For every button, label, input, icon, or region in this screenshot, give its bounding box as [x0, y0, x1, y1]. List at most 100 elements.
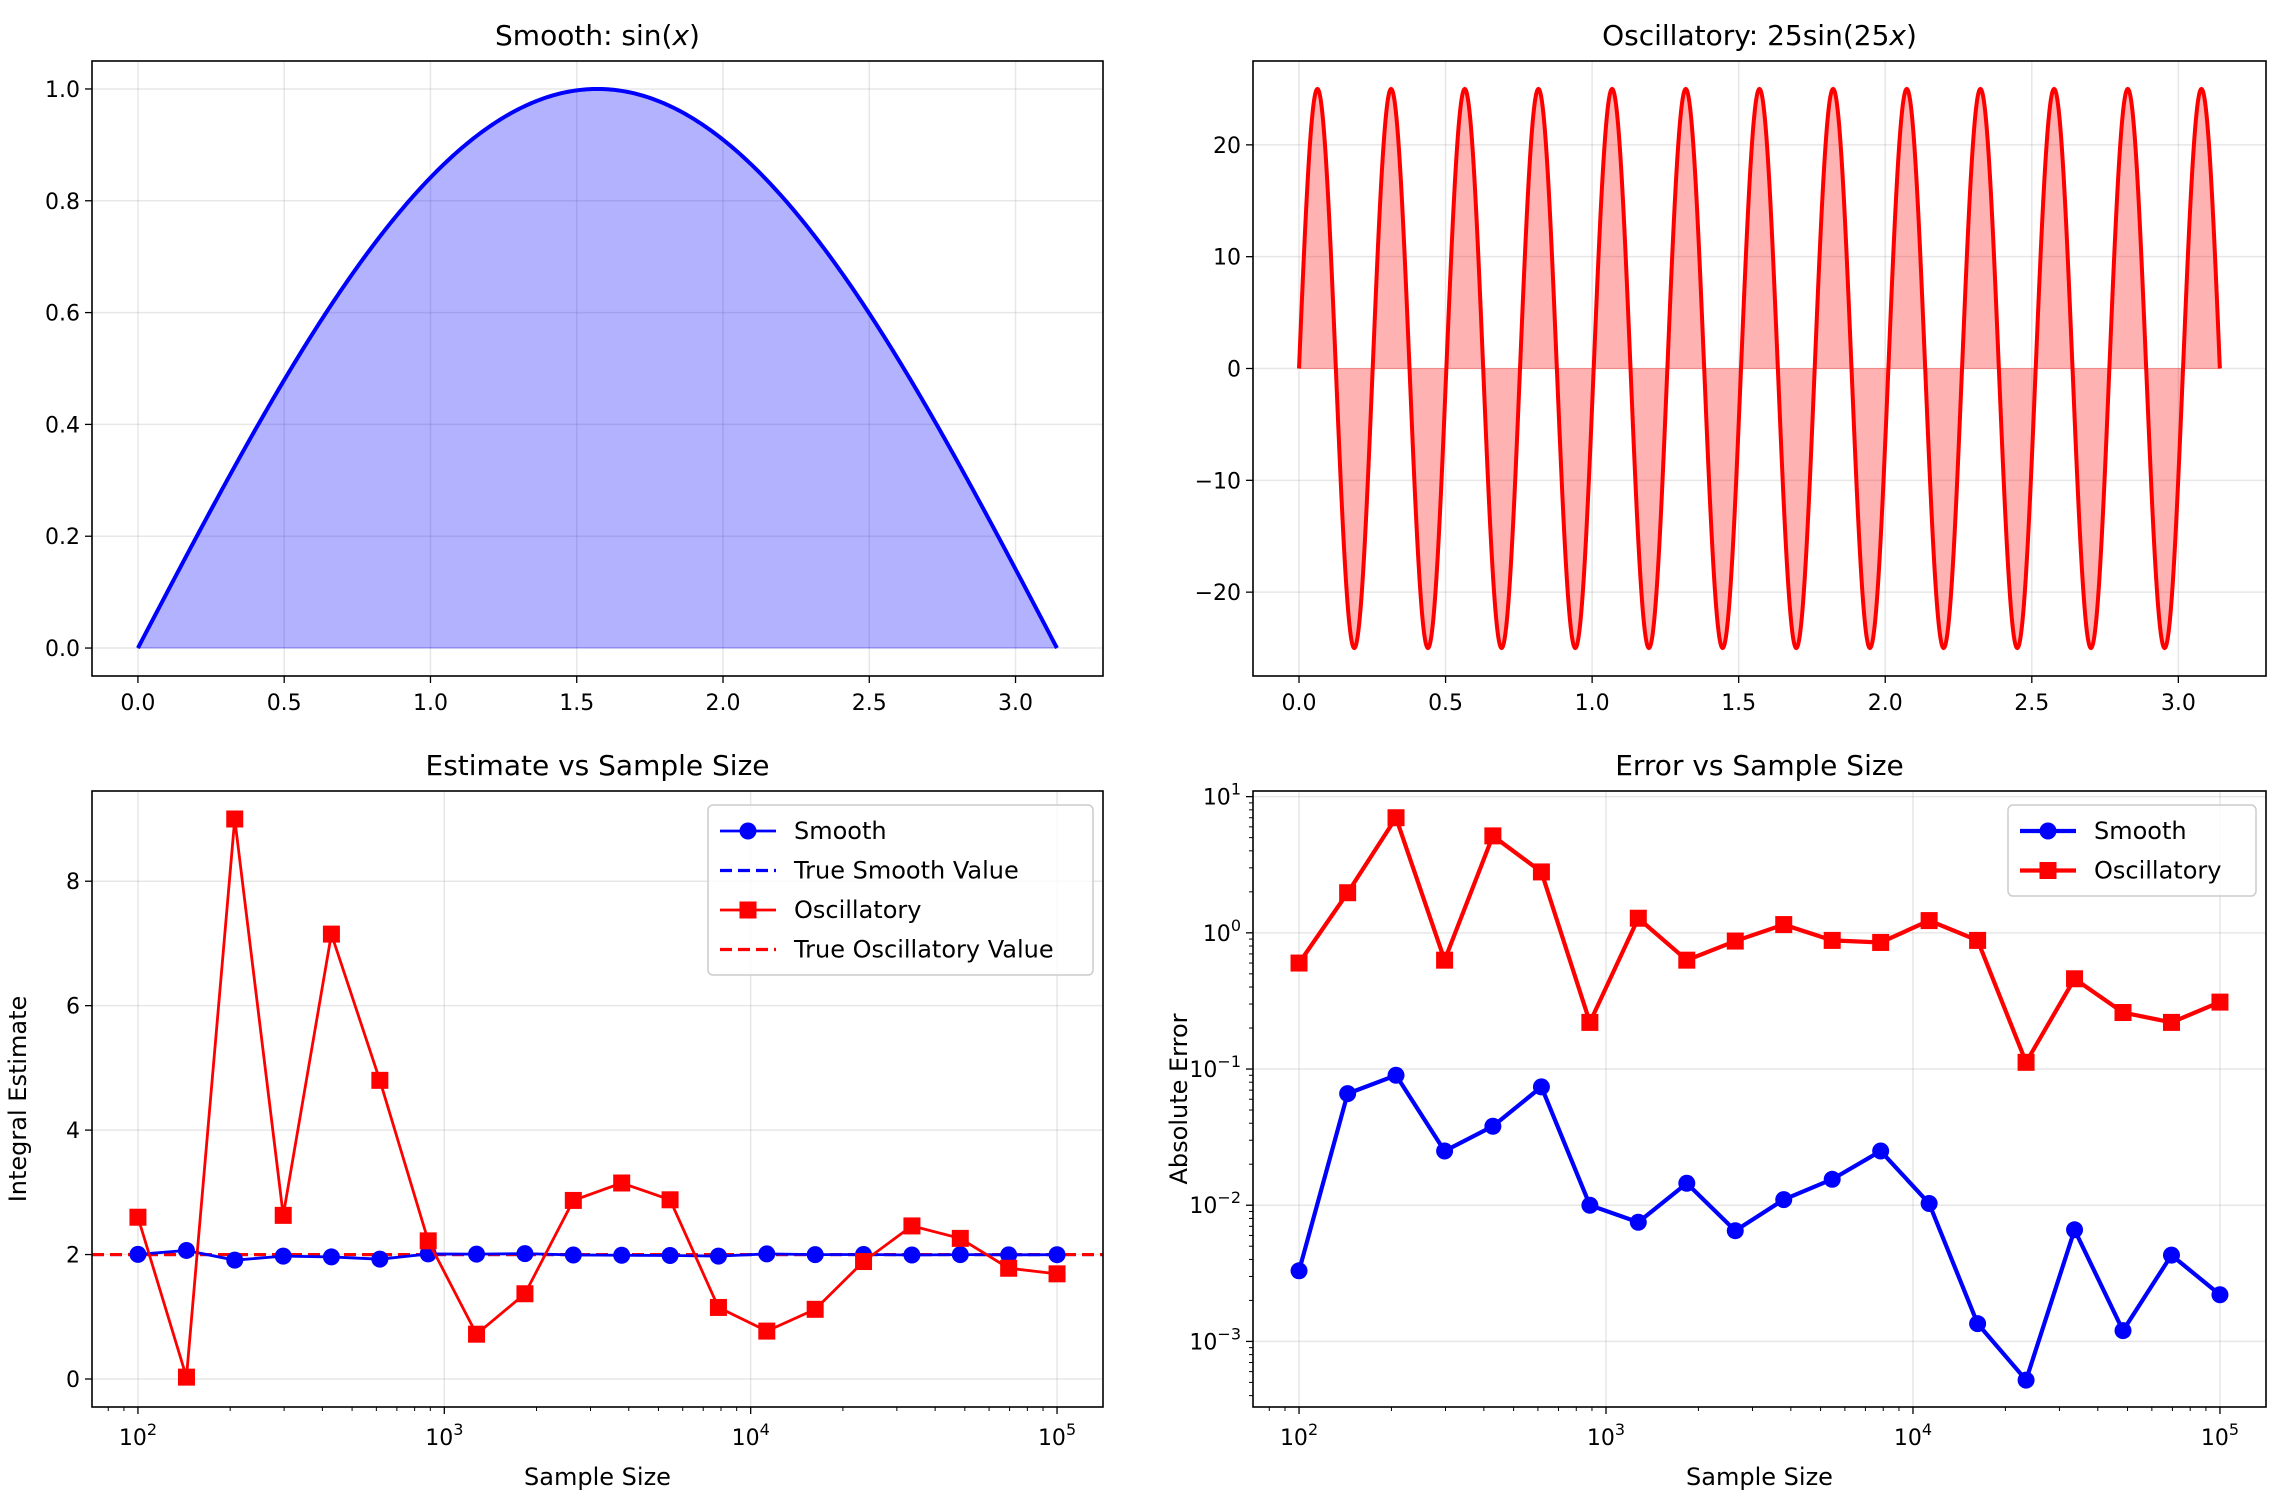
data-point-smooth: [806, 1246, 824, 1264]
data-point-oscillatory: [1969, 931, 1987, 949]
y-tick-label: 0.0: [45, 637, 80, 662]
x-tick-label: 0.5: [1428, 691, 1463, 716]
data-point-smooth: [1726, 1222, 1744, 1240]
y-tick-label: 0.4: [45, 413, 80, 438]
data-point-oscillatory: [371, 1071, 389, 1089]
y-tick-label: −10: [1195, 469, 1241, 494]
data-point-smooth: [177, 1241, 195, 1259]
x-tick-label: 104: [1894, 1420, 1932, 1451]
panel-oscillatory-function: 0.0 0.5 1.0 1.5 2.0 2.5 3.0 −20 −10 0 10 20 Oscillat…: [1195, 19, 2267, 716]
data-point-smooth: [1290, 1262, 1308, 1280]
data-point-oscillatory: [564, 1191, 582, 1209]
data-point-smooth: [758, 1245, 776, 1263]
data-point-oscillatory: [2162, 1013, 2180, 1031]
x-tick-label: 103: [425, 1420, 463, 1451]
data-point-smooth: [661, 1247, 679, 1265]
legend-label: True Oscillatory Value: [793, 936, 1054, 964]
legend-item: True Oscillatory Value: [720, 936, 1054, 964]
x-tick-label: 1.0: [1575, 691, 1610, 716]
data-point-oscillatory: [758, 1322, 776, 1340]
data-point-smooth: [951, 1246, 969, 1264]
legend-box: [2007, 804, 2257, 897]
legend-label: Oscillatory: [2094, 857, 2221, 885]
legend: Smooth True Smooth Value Oscillatory True O…: [707, 804, 1094, 976]
data-point-smooth: [2211, 1286, 2229, 1304]
data-point-oscillatory: [226, 810, 244, 828]
x-tick-label: 105: [2201, 1420, 2239, 1451]
x-tick-label: 102: [1280, 1420, 1318, 1451]
data-point-oscillatory: [1387, 809, 1405, 827]
data-point-oscillatory: [516, 1285, 534, 1303]
data-point-oscillatory: [903, 1217, 921, 1235]
x-tick-label: 2.0: [705, 691, 740, 716]
data-point-smooth: [1581, 1196, 1599, 1214]
axes-frame: [91, 60, 1104, 677]
data-point-smooth: [564, 1246, 582, 1264]
y-tick-label: 0.8: [45, 190, 80, 215]
y-tick-label: 1.0: [45, 78, 80, 103]
x-tick-label: 1.5: [1721, 691, 1756, 716]
legend-label: True Smooth Value: [793, 857, 1019, 885]
y-axis-label: Absolute Error: [1165, 1013, 1193, 1184]
panel-error-vs-sample-size: 102 103 104 105 10−3 10−2 10−1 100 101 Error vs S…: [1165, 749, 2267, 1491]
y-tick-label: 10−3: [1189, 1324, 1241, 1355]
data-point-oscillatory: [951, 1229, 969, 1247]
data-point-smooth: [1678, 1174, 1696, 1192]
x-axis-label: Sample Size: [1686, 1463, 1833, 1491]
axes-frame: [91, 790, 1104, 1408]
y-tick-label: 20: [1213, 134, 1241, 159]
data-point-oscillatory: [1629, 909, 1647, 927]
y-tick-label: 6: [66, 995, 80, 1020]
data-point-oscillatory: [661, 1191, 679, 1209]
data-point-oscillatory: [1872, 933, 1890, 951]
data-point-smooth: [1872, 1142, 1890, 1160]
function-curve: [136, 86, 1059, 649]
panel-smooth-function: 0.0 0.5 1.0 1.5 2.0 2.5 3.0 0.0 0.2 0.4 0.6 0.8 1.0 S…: [45, 19, 1104, 716]
chart-title: Error vs Sample Size: [1615, 749, 1904, 782]
data-point-oscillatory: [1823, 931, 1841, 949]
data-point-smooth: [1532, 1078, 1550, 1096]
data-point-smooth: [2114, 1322, 2132, 1340]
data-point-oscillatory: [1484, 827, 1502, 845]
y-tick-label: −20: [1195, 581, 1241, 606]
legend-item: Oscillatory: [2020, 857, 2221, 885]
data-point-oscillatory: [129, 1208, 147, 1226]
y-tick-label: 0.2: [45, 525, 80, 550]
y-tick-label: 100: [1203, 916, 1241, 947]
x-tick-label: 1.0: [413, 691, 448, 716]
data-point-oscillatory: [322, 925, 340, 943]
y-tick-label: 8: [66, 870, 80, 895]
data-point-smooth: [371, 1250, 389, 1268]
data-point-oscillatory: [1048, 1265, 1066, 1283]
data-point-oscillatory: [274, 1206, 292, 1224]
data-point-smooth: [709, 1247, 727, 1265]
y-tick-label: 0.6: [45, 302, 80, 327]
data-point-oscillatory: [709, 1298, 727, 1316]
data-point-oscillatory: [1775, 916, 1793, 934]
data-point-oscillatory: [1920, 912, 1938, 930]
data-point-smooth: [1484, 1117, 1502, 1135]
legend-item: Smooth: [720, 817, 887, 845]
legend-item: Smooth: [2020, 817, 2187, 845]
data-point-smooth: [516, 1245, 534, 1263]
x-tick-label: 2.0: [1868, 691, 1903, 716]
data-point-oscillatory: [2066, 970, 2084, 988]
legend-marker-icon: [2039, 862, 2057, 879]
data-point-smooth: [1823, 1170, 1841, 1188]
chart-title: Smooth: sin(x): [495, 19, 700, 52]
data-point-oscillatory: [468, 1325, 486, 1343]
x-tick-label: 0.0: [1282, 691, 1317, 716]
data-point-smooth: [322, 1248, 340, 1266]
data-point-smooth: [2017, 1371, 2035, 1389]
data-point-smooth: [1048, 1246, 1066, 1264]
y-tick-label: 0: [1227, 358, 1241, 383]
y-tick-label: 4: [66, 1119, 80, 1144]
data-point-smooth: [613, 1246, 631, 1264]
data-point-oscillatory: [1581, 1013, 1599, 1031]
data-point-smooth: [274, 1247, 292, 1265]
data-point-smooth: [1775, 1191, 1793, 1209]
x-tick-label: 2.5: [852, 691, 887, 716]
data-point-oscillatory: [1339, 884, 1357, 902]
x-tick-label: 105: [1038, 1420, 1076, 1451]
